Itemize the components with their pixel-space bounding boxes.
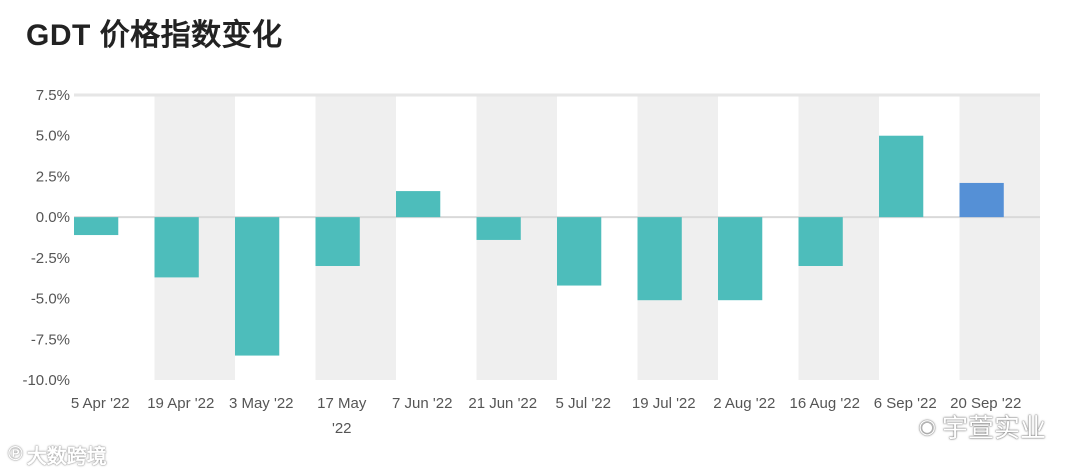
x-tick-label: 3 May '22 — [229, 395, 294, 412]
wechat-icon: ◉ — [918, 416, 936, 438]
bar — [74, 217, 119, 236]
bar — [637, 217, 682, 301]
x-tick-label: 16 Aug '22 — [790, 395, 860, 412]
bar — [959, 182, 1004, 218]
x-tick-label: 6 Sep '22 — [874, 395, 937, 412]
y-tick-label: -2.5% — [31, 250, 70, 267]
x-tick-label: 2 Aug '22 — [713, 395, 775, 412]
x-tick-label: 21 Jun '22 — [468, 395, 537, 412]
y-tick-label: -5.0% — [31, 291, 70, 308]
bar — [154, 217, 199, 278]
x-tick-label: 19 Apr '22 — [147, 395, 214, 412]
chart-title: GDT 价格指数变化 — [26, 19, 283, 52]
bar — [315, 217, 360, 266]
bar — [798, 217, 843, 266]
x-tick-label: 5 Apr '22 — [71, 395, 130, 412]
x-tick-label: 20 Sep '22 — [950, 395, 1021, 412]
watermark-left-text: 大数跨境 — [26, 446, 107, 468]
x-tick-label: 7 Jun '22 — [392, 395, 452, 412]
y-tick-label: 0.0% — [36, 209, 70, 226]
y-axis: 7.5% 5.0% 2.5% 0.0% -2.5% -5.0% -7.5% -10.0% — [22, 87, 70, 389]
x-tick-label: 5 Jul '22 — [556, 395, 611, 412]
watermark-left: ℗ 大数跨境 — [8, 440, 107, 469]
bar — [396, 191, 441, 218]
y-tick-label: -10.0% — [22, 372, 70, 389]
y-tick-label: 7.5% — [36, 87, 70, 104]
y-tick-label: -7.5% — [31, 331, 70, 348]
column-band — [959, 95, 1040, 380]
bird-logo-icon: ℗ — [8, 443, 23, 465]
x-axis: 5 Apr '22 19 Apr '22 3 May '22 17 May '22 7 J… — [71, 395, 1022, 437]
bar — [718, 217, 763, 301]
bar — [235, 217, 280, 356]
watermark-right: ◉ 宇萱实业 — [919, 408, 1046, 445]
y-tick-label: 2.5% — [36, 168, 70, 185]
y-tick-label: 5.0% — [36, 128, 70, 145]
x-tick-label: 17 May '22 — [317, 395, 367, 437]
bar — [557, 217, 602, 286]
bar — [476, 217, 521, 240]
watermark-right-text: 宇萱实业 — [941, 413, 1046, 443]
bars — [74, 135, 1004, 356]
x-tick-label: 19 Jul '22 — [632, 395, 696, 412]
bar — [879, 135, 924, 218]
